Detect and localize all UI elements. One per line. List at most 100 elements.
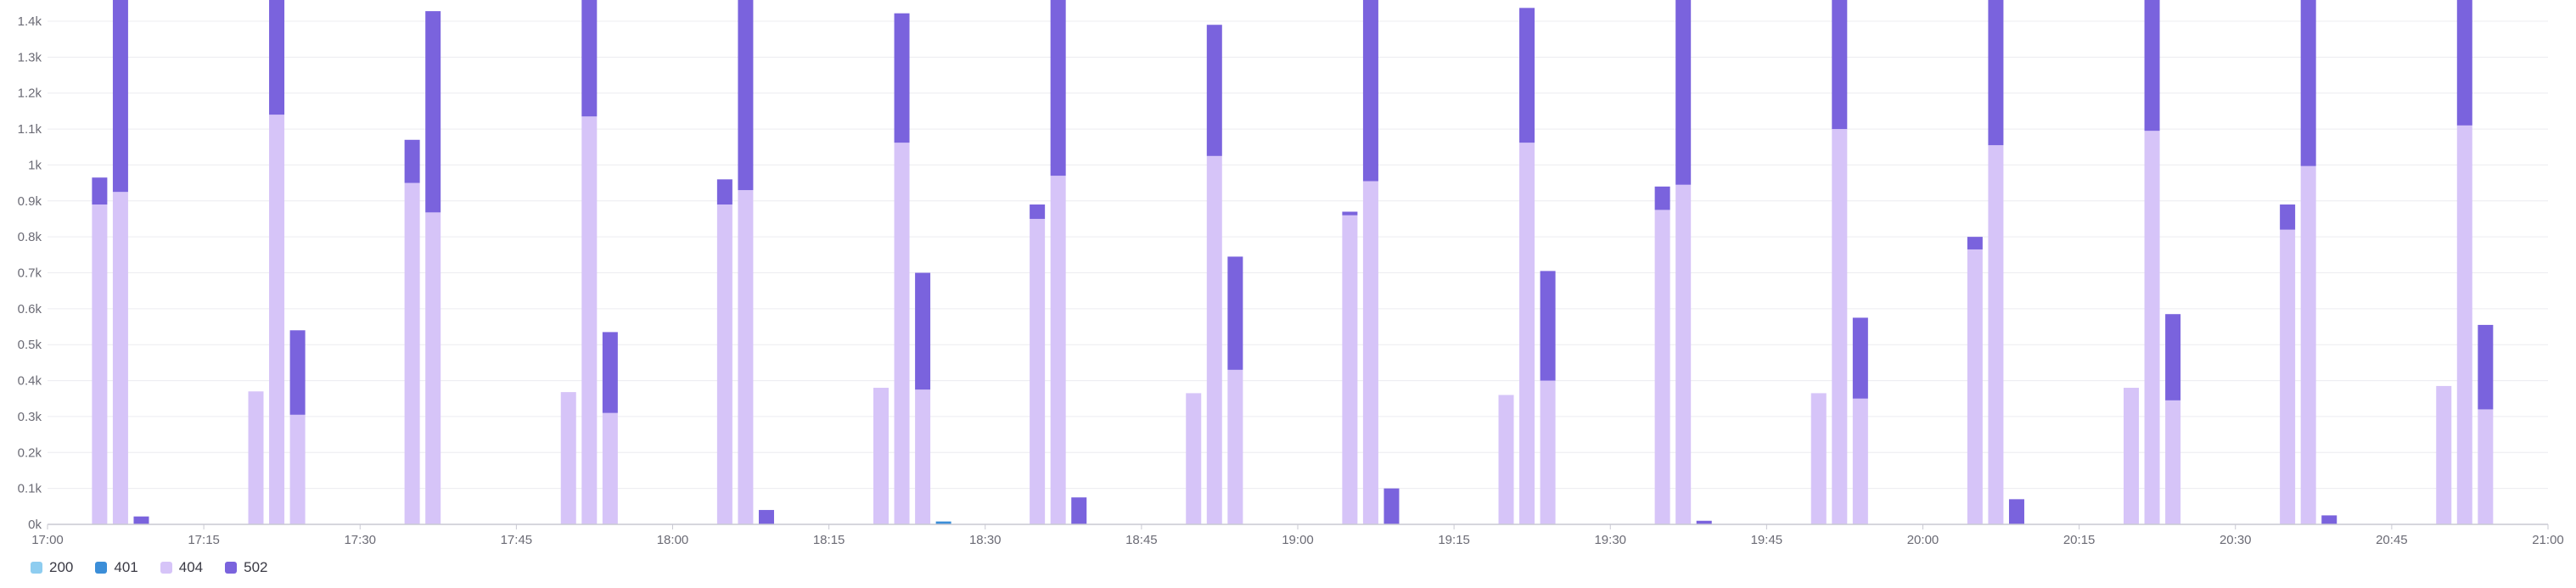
bar-404[interactable] [269,115,285,524]
bar-404[interactable] [1362,181,1378,524]
y-tick-label: 0.6k [18,302,42,316]
bar-502[interactable] [133,516,149,524]
bar-502[interactable] [2321,515,2337,524]
bar-502[interactable] [2456,0,2472,126]
y-tick-label: 0.2k [18,445,42,460]
bar-404[interactable] [2280,229,2296,524]
bar-404[interactable] [1967,249,1983,524]
legend-label: 200 [49,559,74,575]
x-tick-label: 19:30 [1594,533,1626,547]
legend-label: 401 [114,559,138,575]
bar-404[interactable] [1540,380,1556,524]
legend-swatch [95,562,108,574]
bar-404[interactable] [1832,129,1848,525]
bar-502[interactable] [2144,0,2160,132]
bar-502[interactable] [2280,204,2296,230]
bar-502[interactable] [289,330,306,415]
bar-401[interactable] [935,521,951,524]
bar-404[interactable] [1810,393,1827,524]
bar-502[interactable] [1696,520,1712,524]
bar-502[interactable] [1852,317,1868,399]
bar-502[interactable] [1675,0,1692,185]
bar-502[interactable] [2478,324,2494,410]
bar-404[interactable] [2478,409,2494,524]
bar-404[interactable] [1675,184,1692,524]
bar-502[interactable] [915,272,931,390]
bar-404[interactable] [560,392,576,524]
x-tick-label: 19:00 [1282,533,1314,547]
bar-404[interactable] [1342,215,1358,524]
bar-404[interactable] [1519,143,1535,524]
bar-404[interactable] [915,389,931,524]
bar-404[interactable] [1050,176,1066,524]
bar-502[interactable] [2165,314,2181,400]
bar-404[interactable] [1988,145,2004,524]
bar-502[interactable] [112,0,128,193]
bar-404[interactable] [1498,395,1514,524]
x-tick-label: 17:30 [344,533,376,547]
bar-502[interactable] [581,0,598,117]
bar-502[interactable] [1967,237,1983,249]
bar-404[interactable] [2436,385,2452,524]
legend-label: 502 [244,559,268,575]
bar-502[interactable] [269,0,285,115]
bar-502[interactable] [1540,271,1556,381]
legend-item-200[interactable]: 200 [31,559,73,576]
legend-item-401[interactable]: 401 [95,559,138,576]
x-tick-label: 19:45 [1751,533,1783,547]
bar-502[interactable] [1227,256,1243,370]
bar-404[interactable] [248,391,264,524]
bar-502[interactable] [92,177,108,205]
bar-404[interactable] [404,182,420,524]
bar-502[interactable] [1988,0,2004,146]
bar-404[interactable] [92,204,108,524]
bar-502[interactable] [738,0,754,191]
bar-502[interactable] [425,11,441,213]
bar-502[interactable] [1519,8,1535,143]
bar-502[interactable] [1030,204,1046,219]
bar-502[interactable] [758,510,774,524]
x-tick-label: 21:00 [2532,533,2564,547]
bar-404[interactable] [2124,388,2139,524]
x-tick-label: 18:00 [657,533,689,547]
bar-404[interactable] [112,192,128,525]
bar-502[interactable] [1342,211,1358,216]
bar-404[interactable] [1186,393,1202,524]
bar-404[interactable] [289,414,306,524]
bar-404[interactable] [894,143,910,524]
bar-502[interactable] [404,139,420,183]
bar-502[interactable] [1071,497,1087,524]
bar-404[interactable] [2144,131,2160,525]
bar-502[interactable] [1362,0,1378,182]
bar-502[interactable] [1050,0,1066,176]
bar-502[interactable] [602,332,618,413]
bar-404[interactable] [425,212,441,524]
bar-502[interactable] [2300,0,2316,166]
bar-404[interactable] [716,204,732,524]
bar-502[interactable] [1206,25,1222,156]
legend-item-404[interactable]: 404 [160,559,203,576]
y-tick-label: 1.4k [18,14,42,29]
bar-502[interactable] [1832,0,1848,130]
bar-404[interactable] [1227,369,1243,524]
x-tick-label: 20:00 [1907,533,1939,547]
bar-404[interactable] [1852,398,1868,524]
bar-502[interactable] [2008,499,2024,524]
bar-404[interactable] [738,190,754,525]
bar-502[interactable] [716,179,732,205]
bar-502[interactable] [1654,186,1670,210]
bar-404[interactable] [1030,218,1046,524]
bar-404[interactable] [581,116,598,524]
bar-502[interactable] [1383,488,1400,524]
bar-404[interactable] [2165,400,2181,524]
bar-404[interactable] [2300,165,2316,524]
bar-404[interactable] [1654,210,1670,524]
bar-404[interactable] [602,412,618,524]
bar-404[interactable] [873,388,889,524]
bar-404[interactable] [2456,125,2472,525]
legend-item-502[interactable]: 502 [225,559,268,576]
x-tick-label: 18:30 [969,533,1002,547]
bar-404[interactable] [1206,155,1222,524]
bar-502[interactable] [894,13,910,143]
x-tick-label: 17:45 [501,533,533,547]
